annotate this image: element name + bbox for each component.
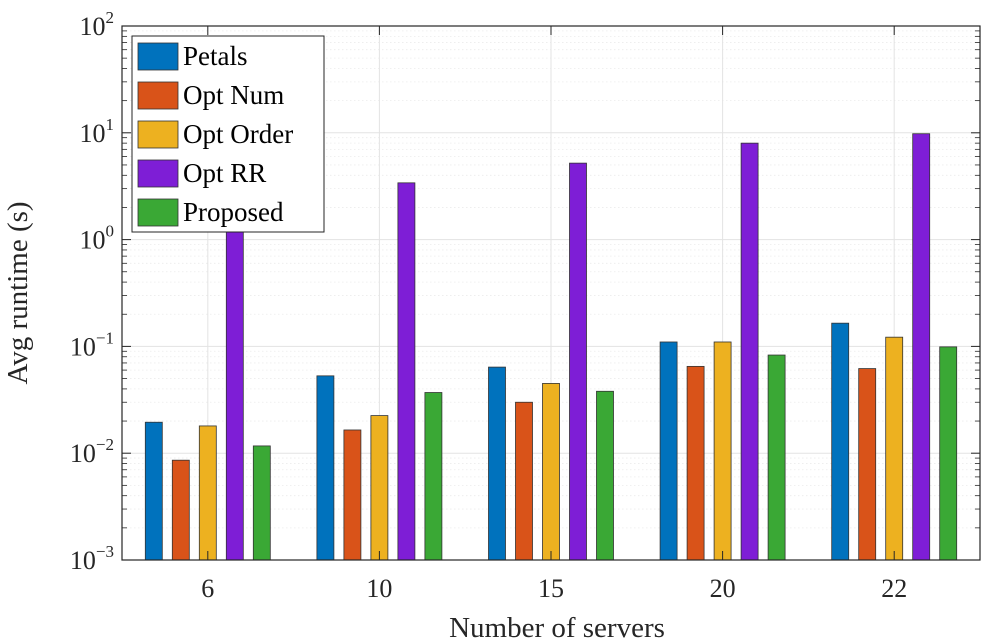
x-tick-label: 20	[710, 574, 736, 603]
bar-proposed-22	[939, 346, 958, 561]
bar-petals-6	[144, 421, 163, 561]
x-tick-label: 15	[538, 574, 564, 603]
x-axis-label: Number of servers	[449, 612, 665, 642]
bar-proposed-15	[596, 390, 614, 561]
bar-opt-rr-10	[397, 182, 416, 561]
y-tick-label: 10−1	[70, 328, 114, 361]
bar-opt-num-10	[343, 429, 362, 561]
y-tick-label: 100	[80, 222, 115, 255]
bar-opt-order-6	[198, 425, 217, 561]
legend: Petals Opt Num Opt Order Opt RR Proposed	[131, 35, 325, 233]
y-axis-label: Avg runtime (s)	[2, 201, 34, 384]
legend-swatch	[137, 120, 179, 149]
bar-opt-num-20	[686, 365, 705, 561]
bar-petals-20	[659, 341, 678, 561]
x-tick-label: 6	[201, 574, 214, 603]
legend-entry: Opt Num	[183, 80, 284, 110]
legend-swatch	[137, 81, 179, 110]
legend-entry: Opt Order	[183, 119, 293, 149]
bar-opt-num-22	[858, 368, 877, 561]
bars	[144, 133, 958, 561]
legend-swatch	[137, 198, 179, 227]
bar-petals-15	[488, 366, 506, 561]
y-tick-labels: 10−3 10−2 10−1 100 101 102	[70, 8, 114, 575]
bar-opt-num-15	[515, 401, 533, 561]
bar-opt-order-22	[885, 336, 904, 561]
bar-opt-order-15	[542, 383, 560, 561]
x-tick-label: 22	[881, 574, 907, 603]
bar-petals-22	[831, 322, 850, 561]
y-tick-label: 10−3	[70, 542, 114, 575]
x-tick-label: 10	[366, 574, 392, 603]
legend-entry: Petals	[183, 41, 248, 71]
y-tick-label: 10−2	[70, 435, 114, 468]
bar-opt-rr-6	[225, 227, 244, 561]
y-tick-label: 102	[80, 8, 115, 41]
y-tick-label: 101	[80, 115, 115, 148]
axis-ticks	[122, 25, 980, 561]
bar-opt-rr-22	[912, 133, 931, 561]
bar-proposed-10	[424, 392, 443, 561]
legend-swatch	[137, 42, 179, 71]
legend-entry: Proposed	[183, 197, 284, 227]
bar-proposed-20	[767, 354, 786, 561]
bar-petals-10	[316, 375, 335, 561]
bar-opt-rr-15	[569, 162, 587, 561]
bar-opt-order-20	[713, 341, 732, 561]
bar-opt-order-10	[370, 415, 389, 561]
bar-opt-num-6	[171, 459, 190, 561]
bar-proposed-6	[252, 445, 271, 561]
legend-swatch	[137, 159, 179, 188]
legend-entry: Opt RR	[183, 158, 266, 188]
bar-opt-rr-20	[740, 142, 759, 561]
x-tick-labels: 6 10 15 20 22	[201, 574, 907, 603]
